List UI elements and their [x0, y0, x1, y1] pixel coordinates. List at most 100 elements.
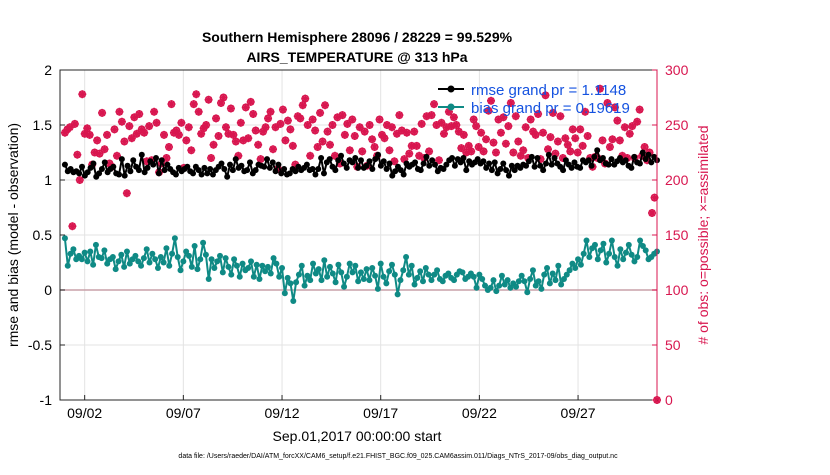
obs-count-marker: [410, 127, 419, 136]
bias-point: [225, 263, 232, 270]
rmse-point: [380, 158, 387, 165]
bias-point: [583, 237, 590, 244]
bias-point: [188, 263, 195, 270]
obs-assimilated-point: [511, 112, 520, 121]
obs-count-marker: [174, 130, 183, 139]
obs-assimilated-point: [303, 121, 312, 129]
obs-assimilated-point: [563, 140, 572, 149]
obs-assimilated-point: [122, 189, 131, 198]
right-y-tick-label: 100: [665, 282, 689, 298]
obs-count-marker: [496, 128, 505, 137]
bias-point: [569, 260, 576, 267]
obs-assimilated-point: [472, 122, 481, 131]
bias-point: [346, 260, 353, 267]
left-y-axis-label: rmse and bias (model - observation): [5, 123, 21, 347]
obs-count-marker: [187, 146, 196, 155]
obs-assimilated-point: [256, 155, 265, 164]
bias-point: [315, 266, 322, 273]
bias-point: [417, 268, 424, 275]
obs-count-marker: [308, 115, 317, 124]
bias-point: [403, 254, 410, 260]
rmse-point: [545, 151, 552, 158]
bias-point: [152, 256, 159, 263]
rmse-point: [534, 155, 541, 161]
obs-assimilated-point: [328, 121, 337, 129]
obs-count-marker: [425, 147, 434, 156]
obs-assimilated-point: [370, 143, 379, 151]
rmse-point: [531, 163, 538, 170]
bias-point: [377, 260, 384, 267]
obs-assimilated-point: [509, 148, 518, 157]
obs-assimilated-point: [145, 122, 154, 131]
obs-count-marker: [348, 115, 357, 124]
obs-assimilated-point: [226, 104, 235, 113]
obs-count-marker: [608, 135, 617, 144]
bias-point: [248, 258, 255, 265]
bias-point: [366, 277, 373, 284]
obs-assimilated-point: [593, 154, 602, 162]
left-y-tick-label: 0: [44, 282, 52, 298]
bias-point: [594, 256, 601, 263]
bias-point: [386, 268, 393, 275]
rmse-point: [451, 162, 458, 169]
obs-assimilated-point: [551, 149, 560, 158]
obs-assimilated-point: [454, 127, 463, 136]
x-tick-label: 09/22: [462, 405, 497, 421]
obs-count-marker: [145, 122, 154, 131]
bias-point: [518, 272, 525, 279]
obs-count-marker: [385, 146, 394, 155]
obs-count-series: [60, 84, 661, 404]
obs-count-marker: [548, 108, 557, 117]
obs-count-marker: [620, 123, 629, 132]
obs-count-marker: [556, 112, 565, 121]
bias-point: [513, 283, 520, 290]
obs-count-marker: [521, 123, 530, 132]
obs-assimilated-point: [103, 130, 112, 139]
bias-point: [355, 278, 362, 285]
obs-assimilated-point: [603, 99, 612, 107]
obs-count-marker: [98, 108, 107, 117]
bias-point: [600, 240, 607, 247]
rmse-point: [343, 164, 350, 171]
obs-count-marker: [296, 114, 305, 123]
obs-assimilated-point: [110, 125, 119, 134]
obs-count-marker: [288, 141, 297, 150]
obs-assimilated-point: [78, 90, 87, 99]
bias-point: [104, 260, 111, 267]
obs-assimilated-point: [221, 123, 230, 132]
rmse-point: [431, 161, 438, 168]
obs-count-marker: [437, 118, 446, 127]
obs-assimilated-point: [115, 107, 124, 116]
obs-assimilated-point: [484, 106, 493, 115]
chart-title-line2: AIRS_TEMPERATURE @ 313 hPa: [246, 49, 467, 65]
obs-assimilated-point: [162, 154, 171, 162]
rmse-point: [386, 160, 393, 167]
obs-assimilated-point: [534, 110, 543, 118]
bias-point: [197, 256, 204, 263]
obs-assimilated-point: [529, 127, 538, 136]
obs-assimilated-point: [400, 155, 409, 164]
rmse-point: [383, 166, 390, 172]
obs-assimilated-point: [407, 141, 416, 150]
x-tick-label: 09/07: [166, 405, 201, 421]
bias-point: [321, 257, 328, 264]
rmse-point: [363, 162, 370, 169]
bias-point: [180, 258, 187, 265]
obs-assimilated-point: [259, 127, 268, 136]
bias-point: [276, 273, 283, 280]
bias-point: [349, 269, 356, 276]
bias-point: [194, 266, 201, 273]
bias-point: [637, 237, 644, 244]
obs-count-marker: [360, 127, 369, 136]
rmse-point: [155, 170, 162, 177]
obs-count-marker: [182, 136, 191, 145]
obs-assimilated-point: [459, 130, 468, 139]
obs-assimilated-point: [241, 103, 250, 112]
obs-assimilated-point: [365, 121, 374, 129]
obs-count-marker: [125, 122, 134, 131]
obs-count-marker: [340, 130, 349, 139]
rmse-point: [121, 172, 128, 179]
obs-count-marker: [417, 119, 426, 128]
bias-point: [250, 273, 257, 280]
